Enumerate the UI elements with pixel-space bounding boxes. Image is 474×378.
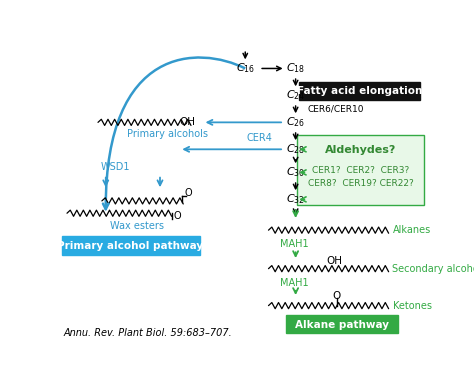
Text: MAH1: MAH1 xyxy=(280,277,309,288)
Text: Annu. Rev. Plant Biol. 59:683–707.: Annu. Rev. Plant Biol. 59:683–707. xyxy=(63,328,232,338)
Text: $C_{16}$: $C_{16}$ xyxy=(236,62,255,75)
Text: O: O xyxy=(333,291,341,301)
Text: Primary alcohol pathway: Primary alcohol pathway xyxy=(57,241,204,251)
Text: $C_{30}$: $C_{30}$ xyxy=(286,166,305,179)
Text: OH: OH xyxy=(327,256,342,266)
Text: Alkanes: Alkanes xyxy=(392,225,431,235)
Text: Aldehydes?: Aldehydes? xyxy=(325,145,396,155)
Text: CER4: CER4 xyxy=(246,133,273,143)
Text: CER8?  CER19? CER22?: CER8? CER19? CER22? xyxy=(308,180,414,189)
Text: Ketones: Ketones xyxy=(392,301,431,311)
Text: WSD1: WSD1 xyxy=(100,162,130,172)
Text: O: O xyxy=(185,188,192,198)
Text: O: O xyxy=(174,211,182,221)
Text: $C_{32}$: $C_{32}$ xyxy=(286,192,305,206)
FancyBboxPatch shape xyxy=(297,135,424,205)
Text: CER1?  CER2?  CER3?: CER1? CER2? CER3? xyxy=(312,166,410,175)
Text: Primary alcohols: Primary alcohols xyxy=(127,129,208,139)
Text: MAH1: MAH1 xyxy=(280,239,309,249)
FancyBboxPatch shape xyxy=(62,236,201,255)
Text: Alkane pathway: Alkane pathway xyxy=(295,320,389,330)
Text: $C_{28}$: $C_{28}$ xyxy=(286,143,305,156)
FancyBboxPatch shape xyxy=(286,315,398,333)
Text: $C_{26}$: $C_{26}$ xyxy=(286,115,305,129)
Text: $C_{24}$: $C_{24}$ xyxy=(286,88,305,102)
Text: Wax esters: Wax esters xyxy=(110,221,164,231)
Text: $C_{18}$: $C_{18}$ xyxy=(286,62,305,75)
Text: OH: OH xyxy=(179,117,195,127)
Text: Secondary alcohols: Secondary alcohols xyxy=(392,264,474,274)
FancyBboxPatch shape xyxy=(299,82,420,100)
Text: Fatty acid elongation: Fatty acid elongation xyxy=(297,86,422,96)
Text: CER6/CER10: CER6/CER10 xyxy=(307,105,364,114)
